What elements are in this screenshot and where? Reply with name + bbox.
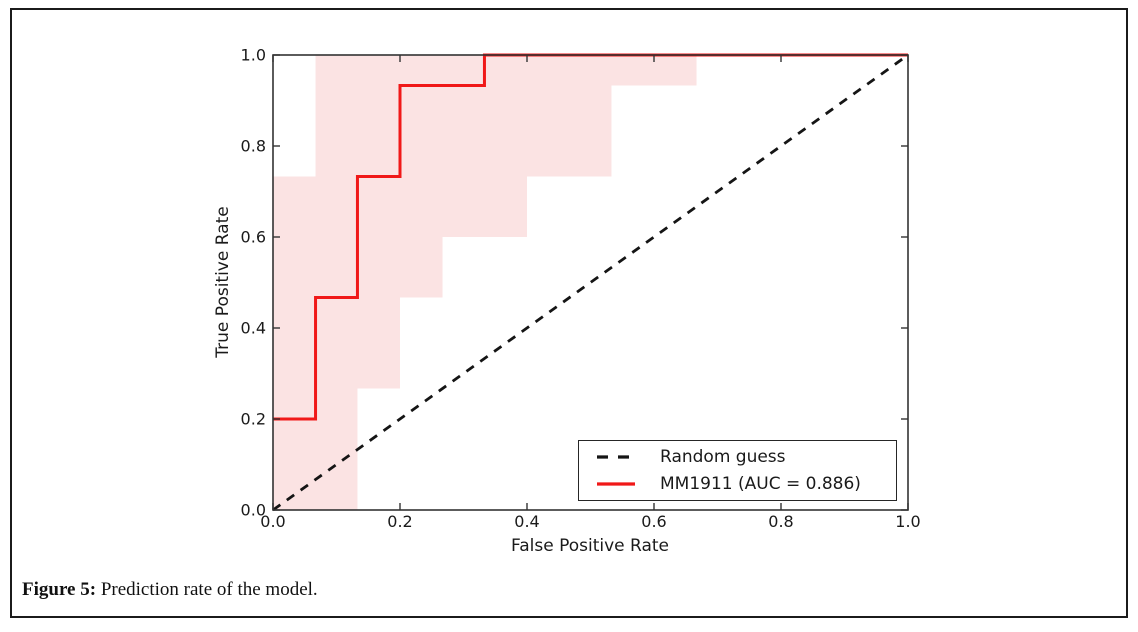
figure-caption: Figure 5: Prediction rate of the model.	[22, 579, 318, 601]
y-tick-label: 0.2	[240, 409, 266, 429]
y-tick-label: 1.0	[240, 45, 266, 65]
x-tick-label: 0.4	[514, 512, 540, 531]
plot-frame	[272, 54, 909, 511]
figure-caption-label: Figure 5:	[22, 579, 97, 600]
y-tick-label: 0.0	[240, 500, 266, 520]
y-axis-title: True Positive Rate	[213, 206, 233, 358]
dashed-line-icon	[597, 455, 635, 459]
legend-label-roc-curve: MM1911 (AUC = 0.886)	[660, 473, 861, 494]
x-tick-label: 0.2	[387, 512, 413, 531]
legend-entry-roc-curve: MM1911 (AUC = 0.886)	[594, 474, 896, 494]
legend-label-random-guess: Random guess	[660, 447, 786, 468]
x-tick-label: 1.0	[895, 512, 921, 531]
roc-curve-line	[273, 53, 908, 421]
x-tick-label: 0.8	[768, 512, 794, 531]
confidence-band	[273, 55, 697, 510]
y-tick-label: 0.4	[240, 318, 266, 338]
figure-caption-text: Prediction rate of the model.	[96, 579, 318, 600]
y-tick-label: 0.6	[240, 227, 266, 247]
red-line-icon	[597, 482, 635, 486]
x-tick-label: 0.6	[641, 512, 667, 531]
x-tick-label: 0.0	[260, 512, 286, 531]
x-axis-title: False Positive Rate	[511, 536, 669, 556]
random-guess-line	[272, 53, 909, 512]
legend: Random guess MM1911 (AUC = 0.886)	[578, 440, 897, 501]
legend-entry-random-guess: Random guess	[594, 447, 896, 467]
y-tick-label: 0.8	[240, 136, 266, 156]
